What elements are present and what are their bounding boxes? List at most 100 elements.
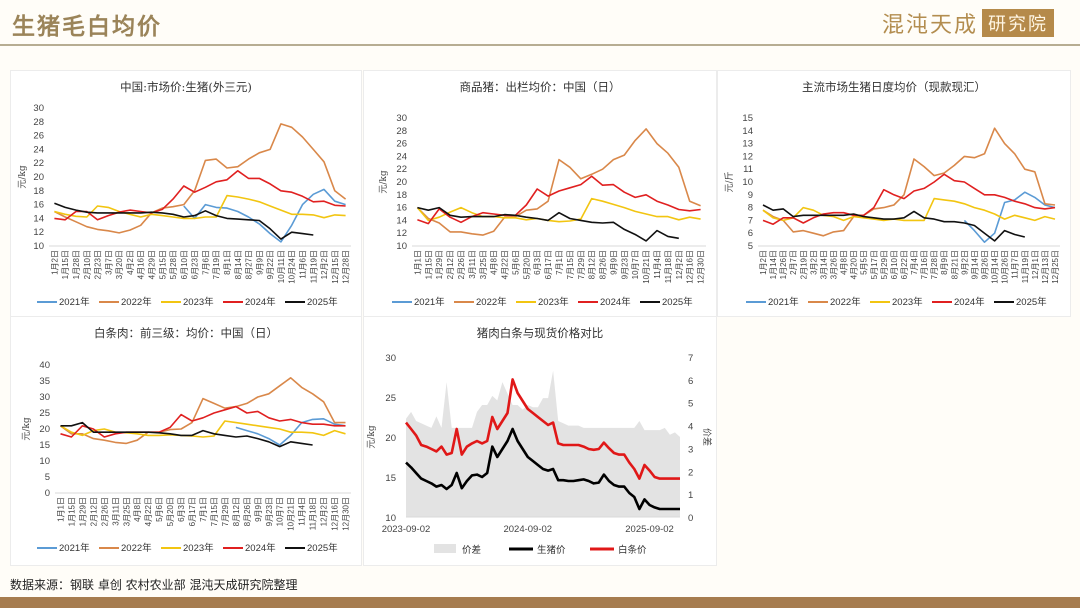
x-tick-label: 6月23日 xyxy=(191,250,200,279)
x-tick-label: 8月12日 xyxy=(232,497,241,526)
chart-panel-1: 中国:市场价:生猪(外三元) 10 12 14 16 18 20 22 24 26 28 30 元/kg… xyxy=(10,70,362,317)
x-tick-label: 2024-09-02 xyxy=(503,524,552,535)
x-tick-label: 1月29日 xyxy=(435,250,444,279)
y-tick-label: 28 xyxy=(33,117,44,128)
x-tick-label: 3月25日 xyxy=(122,497,131,526)
y-tick-label: 18 xyxy=(396,190,407,201)
y-tick-label: 26 xyxy=(396,139,407,150)
series-line-2023 xyxy=(60,420,346,438)
x-tick-label: 3月20日 xyxy=(115,250,124,279)
x-tick-label: 7月6日 xyxy=(201,250,210,275)
x-tick-label: 4月22日 xyxy=(501,250,510,279)
y-tick-label: 15 xyxy=(385,473,396,484)
y-tick-label: 7 xyxy=(748,215,753,226)
x-tick-label: 12月30日 xyxy=(342,497,351,531)
x-tick-label: 12月15日 xyxy=(331,250,340,284)
y-tick-label: 18 xyxy=(33,186,44,197)
legend-label: 2024年 xyxy=(600,296,631,308)
y-tick-label: 12 xyxy=(742,151,753,162)
y-axis-label: 元/斤 xyxy=(724,171,735,192)
x-tick-label: 8月14日 xyxy=(234,250,243,279)
x-tick-label: 2023-09-02 xyxy=(382,524,431,535)
series-line-2022 xyxy=(54,123,347,234)
x-tick-label: 4月29日 xyxy=(147,250,156,279)
series-line-2025 xyxy=(54,202,314,240)
x-tick-label: 2月12日 xyxy=(446,250,455,279)
series-line-2025 xyxy=(417,206,679,242)
y-axis-label: 元/kg xyxy=(18,165,28,188)
x-tick-label: 7月19日 xyxy=(212,250,221,279)
x-tick-label: 10月21日 xyxy=(642,250,651,284)
x-tick-label: 12月2日 xyxy=(675,250,684,279)
chart-panel-3: 主流市场生猪日度均价（现款现汇） 5 6 7 8 9 10 11 12 13 14 15 元/斤 1月2日… xyxy=(717,70,1071,317)
x-tick-label: 7月1日 xyxy=(555,250,564,275)
x-tick-label: 1月15日 xyxy=(424,250,433,279)
y-tick-label: 30 xyxy=(39,392,50,403)
x-tick-label: 12月30日 xyxy=(697,250,706,284)
logo-badge: 研究院 xyxy=(982,9,1054,37)
series-line-2021 xyxy=(235,418,346,446)
x-tick-label: 1月26日 xyxy=(779,250,788,279)
x-tick-label: 10月7日 xyxy=(631,250,640,279)
y-tick-label: 10 xyxy=(385,513,396,524)
footer-bar xyxy=(0,597,1080,608)
x-tick-label: 12月16日 xyxy=(686,250,695,284)
chart-title: 白条肉：前三级：均价：中国（日） xyxy=(94,326,278,340)
legend-label: 2025年 xyxy=(307,542,338,554)
y-tick-label: 14 xyxy=(396,215,407,226)
legend-label: 2024年 xyxy=(954,296,985,308)
y-tick-label: 6 xyxy=(748,228,753,239)
series-line-2024 xyxy=(60,405,346,438)
legend-label: 2021年 xyxy=(59,542,90,554)
brand-logo: 混沌天成 研究院 xyxy=(881,9,1054,38)
x-tick-label: 9月2日 xyxy=(960,250,969,275)
x-tick-label: 6月22日 xyxy=(900,250,909,279)
y-tick-label: 15 xyxy=(742,113,753,124)
x-tick-label: 3月11日 xyxy=(111,497,120,526)
x-tick-label: 9月9日 xyxy=(609,250,618,275)
x-tick-label: 5月20日 xyxy=(522,250,531,279)
x-tick-label: 4月8日 xyxy=(840,250,849,275)
series-line-strip-price xyxy=(404,378,680,480)
legend-swatch xyxy=(434,544,456,553)
x-tick-label: 10月21日 xyxy=(287,497,296,531)
x-tick-label: 11月18日 xyxy=(309,497,318,530)
x-tick-label: 9月14日 xyxy=(970,250,979,279)
legend-label: 生猪价 xyxy=(537,544,566,556)
series-line-hog-price xyxy=(405,427,680,511)
x-tick-label: 3月7日 xyxy=(104,250,113,275)
series-line-2025 xyxy=(762,204,1025,242)
legend-label: 2023年 xyxy=(892,296,923,308)
y-tick-label: 24 xyxy=(33,144,44,155)
x-tick-label: 2月26日 xyxy=(100,497,109,526)
y-tick-label: 14 xyxy=(742,126,753,137)
x-tick-label: 6月17日 xyxy=(544,250,553,279)
legend-label: 2025年 xyxy=(1016,296,1047,308)
x-tick-label: 8月21日 xyxy=(950,250,959,279)
y-right-tick-label: 7 xyxy=(688,353,693,364)
x-tick-label: 12月2日 xyxy=(320,497,329,526)
y-tick-label: 10 xyxy=(742,177,753,188)
x-tick-label: 5月15日 xyxy=(158,250,167,279)
y-axis-label: 元/kg xyxy=(379,170,389,193)
y-tick-label: 20 xyxy=(396,177,407,188)
x-tick-label: 8月26日 xyxy=(243,497,252,526)
x-tick-label: 8月26日 xyxy=(599,250,608,279)
legend-label: 2022年 xyxy=(121,542,152,554)
y-tick-label: 11 xyxy=(743,164,753,175)
x-tick-label: 6月10日 xyxy=(180,250,189,279)
legend-label: 2022年 xyxy=(121,296,152,308)
legend-label: 2025年 xyxy=(662,296,693,308)
y-tick-label: 25 xyxy=(39,408,50,419)
y-tick-label: 0 xyxy=(45,488,50,499)
series-line-2023 xyxy=(54,194,346,220)
legend-label: 2023年 xyxy=(538,296,569,308)
y-axis-label: 元/kg xyxy=(22,417,32,440)
x-tick-label: 9月9日 xyxy=(255,250,264,275)
x-tick-label: 2月19日 xyxy=(799,250,808,279)
logo-text: 混沌天成 xyxy=(881,13,978,38)
y-tick-label: 35 xyxy=(39,376,50,387)
x-tick-label: 5月29日 xyxy=(880,250,889,279)
chart-white-strip-pork-price: 白条肉：前三级：均价：中国（日） 0 5 10 15 20 25 30 35 40 元/kg 1月1日… xyxy=(22,326,351,554)
